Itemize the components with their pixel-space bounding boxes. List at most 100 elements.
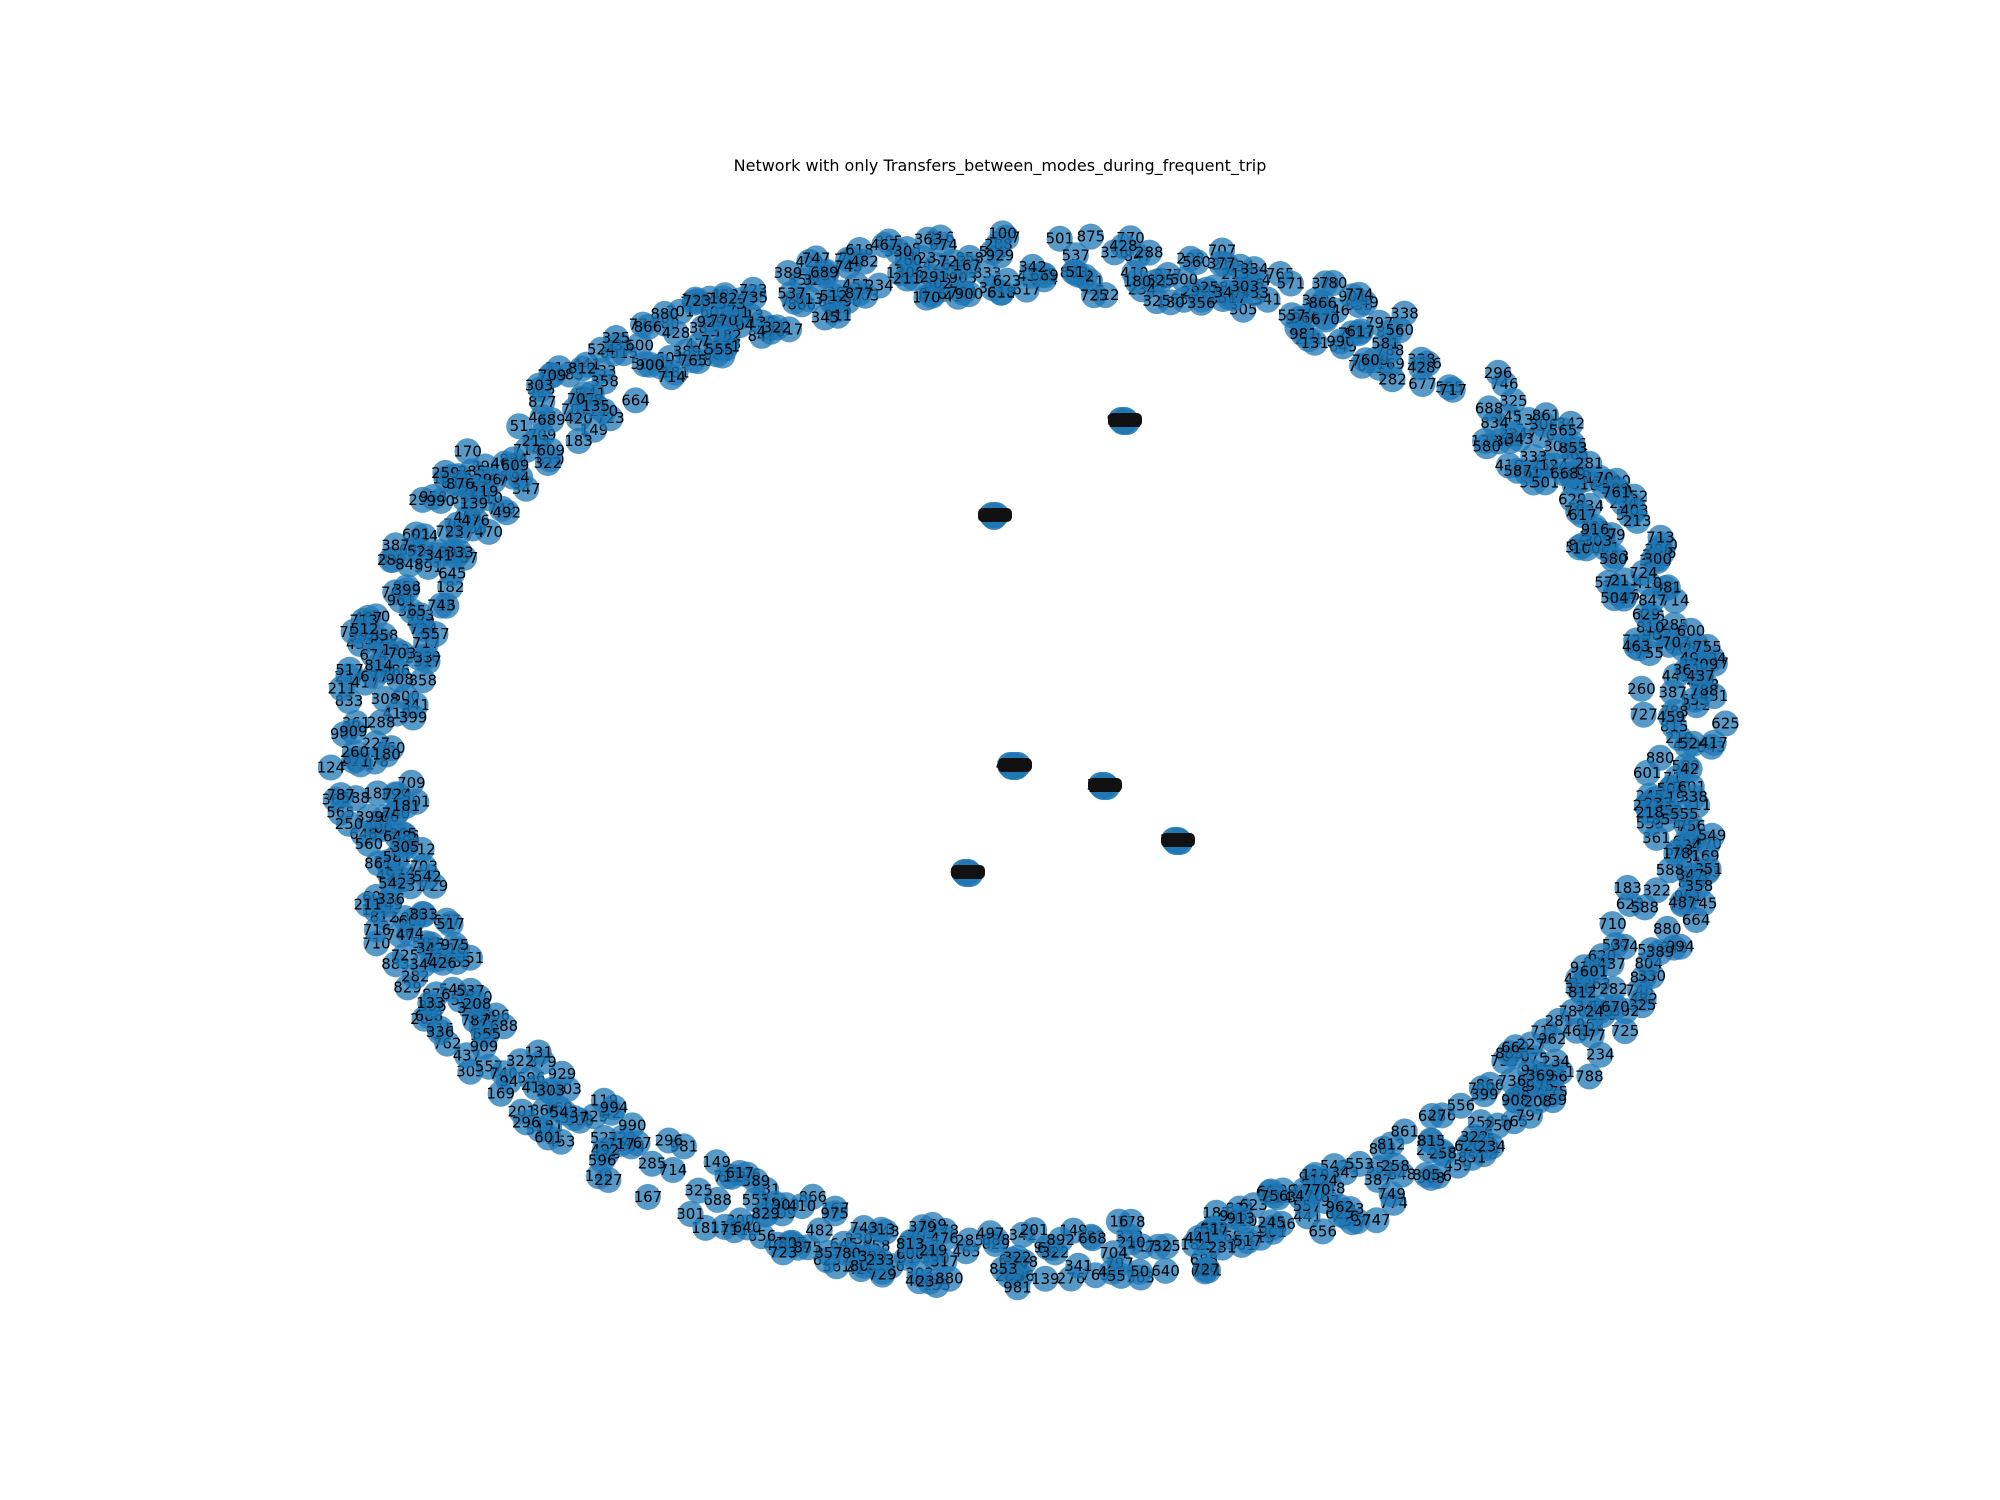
node-label: 723	[683, 292, 712, 310]
cluster-d: 506273441832	[1087, 772, 1122, 800]
node-label: 410	[788, 1197, 817, 1215]
node-label: 51	[1066, 263, 1085, 281]
node-label: 664	[621, 391, 650, 409]
node-label: 609	[501, 456, 530, 474]
node-label: 303	[525, 377, 554, 395]
node-label: 135	[581, 397, 610, 415]
node-label: 537	[777, 285, 806, 303]
graph-node: 282	[1378, 366, 1407, 392]
node-label: 497	[976, 1224, 1005, 1242]
node-label: 727	[1191, 1261, 1220, 1279]
node-label: 723	[435, 522, 464, 540]
graph-node: 50	[1127, 1259, 1153, 1285]
node-label: 345	[811, 309, 840, 327]
node-label: 543	[550, 1104, 579, 1122]
node-label: 866	[1308, 294, 1337, 312]
node-label: 565	[1549, 422, 1578, 440]
node-label: 369	[1526, 1066, 1555, 1084]
node-label: 556	[1447, 1097, 1476, 1115]
graph-node: 51	[1062, 259, 1088, 285]
node-label: 342	[1018, 258, 1047, 276]
node-label: 549	[1698, 827, 1727, 845]
node-label: 389	[774, 264, 803, 282]
graph-node: 727	[1629, 702, 1658, 728]
node-label: 512	[350, 620, 379, 638]
node-label: 301	[676, 1205, 705, 1223]
node-label: 181	[392, 797, 421, 815]
node-label: 770	[1302, 1181, 1331, 1199]
node-label: 555	[1670, 805, 1699, 823]
node-label: 208	[1523, 1092, 1552, 1110]
node-label: 305	[391, 838, 420, 856]
node-label: 482	[805, 1222, 834, 1240]
node-label: 296	[512, 1113, 541, 1131]
node-label: 609	[536, 442, 565, 460]
node-label: 50	[1130, 1263, 1149, 1281]
cluster-b: 223918675	[978, 502, 1012, 530]
node-label: 688	[1475, 399, 1504, 417]
node-label: 461	[1562, 1022, 1591, 1040]
node-label: 601	[1580, 963, 1609, 981]
node-label: 428	[1407, 359, 1436, 377]
node-label: 994	[600, 1099, 629, 1117]
node-label: 428	[1109, 237, 1138, 255]
node-label: 866	[634, 318, 663, 336]
cluster-c: 412887330619754	[996, 752, 1033, 780]
node-label: 387	[381, 536, 410, 554]
node-label: 512	[819, 287, 848, 305]
graph-node: 167	[634, 1184, 663, 1210]
node-label: 761	[1602, 483, 1631, 501]
node-label: 774	[1345, 286, 1374, 304]
node-label: 710	[1598, 915, 1627, 933]
node-label: 387	[1658, 683, 1687, 701]
node-label: 233	[866, 1251, 895, 1269]
node-label: 876	[446, 475, 475, 493]
node-label: 281	[1575, 455, 1604, 473]
graph-node: 710	[1598, 911, 1627, 937]
node-label: 336	[376, 890, 405, 908]
node-label: 170	[912, 289, 941, 307]
graph-node: 788	[1575, 1064, 1604, 1090]
node-label: 482	[850, 253, 879, 271]
node-label: 747	[1362, 1211, 1391, 1229]
node-label: 829	[751, 1205, 780, 1223]
node-label: 853	[989, 1260, 1018, 1278]
graph-node: 640	[1151, 1258, 1180, 1284]
node-label: 913	[1226, 1210, 1255, 1228]
graph-node: 664	[621, 387, 650, 413]
node-label: 358	[1685, 877, 1714, 895]
node-label: 580	[1599, 550, 1628, 568]
node-label: 929	[986, 247, 1015, 265]
node-label: 167	[952, 257, 981, 275]
graph-node: 664	[1682, 907, 1711, 933]
graph-node: 399	[399, 705, 428, 731]
node-label: 303	[537, 1081, 566, 1099]
node-label: 170	[453, 442, 482, 460]
node-label: 218	[1635, 804, 1664, 822]
node-label: 877	[845, 284, 874, 302]
graph-node: 356	[1187, 290, 1216, 316]
node-label: 640	[1151, 1262, 1180, 1280]
node-label: 736	[1498, 1072, 1527, 1090]
node-label: 231	[1208, 1239, 1237, 1257]
node-label: 250	[335, 815, 364, 833]
node-label: 749	[1377, 1185, 1406, 1203]
node-label: 517	[436, 915, 465, 933]
node-label: 504	[1600, 589, 1629, 607]
node-label: 990	[618, 1116, 647, 1134]
node-label: 139	[1031, 1270, 1060, 1288]
node-label: 325	[1142, 292, 1171, 310]
node-label: 787	[326, 786, 355, 804]
node-label: 183	[1613, 879, 1642, 897]
node-label: 892	[1046, 1231, 1075, 1249]
node-label: 735	[740, 288, 769, 306]
node-label: 623	[993, 272, 1022, 290]
node-label: 625	[1711, 715, 1740, 733]
node-label: 765	[679, 351, 708, 369]
node-label: 716	[363, 921, 392, 939]
node-label: 227	[594, 1171, 623, 1189]
node-label: 131	[1300, 334, 1329, 352]
node-label: 282	[1378, 370, 1407, 388]
node-label: 813	[896, 1235, 925, 1253]
